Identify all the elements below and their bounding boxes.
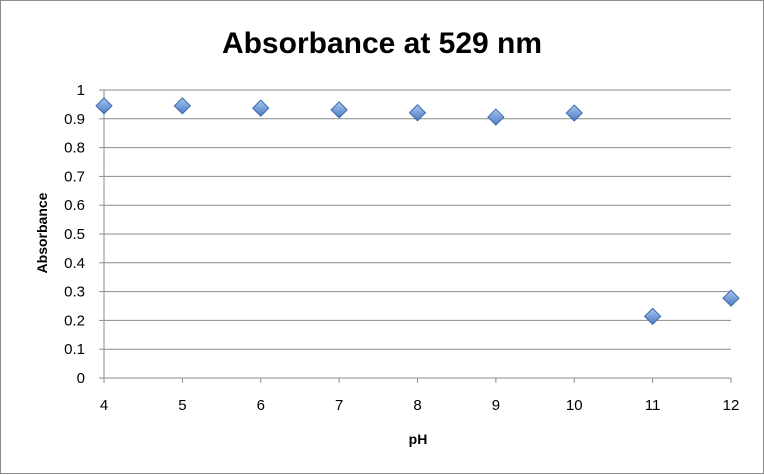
x-tick-label: 4 [100, 397, 108, 414]
x-tick-label: 5 [178, 397, 186, 414]
gridlines [104, 89, 731, 350]
y-tick-label: 0.2 [64, 312, 85, 329]
x-tick-label: 6 [257, 397, 265, 414]
data-point [722, 289, 740, 307]
x-tick-label: 10 [566, 397, 583, 414]
data-point [252, 99, 270, 117]
x-tick-label: 11 [645, 397, 661, 414]
axes [99, 89, 732, 383]
y-axis-title: Absorbance [34, 192, 50, 273]
data-point [330, 101, 348, 119]
y-tick-label: 0.1 [64, 341, 85, 358]
y-tick-label: 0.7 [64, 168, 85, 185]
y-tick-label: 0.4 [64, 255, 85, 272]
data-point [565, 104, 583, 122]
y-tick-label: 0.5 [64, 226, 85, 243]
y-tick-label: 1 [77, 82, 85, 99]
y-tick-labels: 0 0.1 0.2 0.3 0.4 0.5 0.6 0.7 0.8 0.9 1 [64, 82, 85, 387]
y-tick-label: 0.8 [64, 140, 85, 157]
x-tick-label: 9 [492, 397, 500, 414]
x-tick-label: 7 [335, 397, 343, 414]
y-tick-label: 0.6 [64, 197, 85, 214]
y-tick-label: 0.3 [64, 284, 85, 301]
y-tick-label: 0.9 [64, 111, 85, 128]
data-point [408, 104, 427, 122]
data-point [173, 97, 192, 115]
x-tick-labels: 4 5 6 7 8 9 10 11 12 [100, 397, 740, 414]
y-tick-label: 0 [77, 370, 85, 387]
data-point [487, 108, 505, 126]
x-tick-label: 12 [723, 397, 740, 414]
x-tick-label: 8 [413, 397, 421, 414]
chart-title: Absorbance at 529 nm [222, 27, 542, 60]
x-axis-title: pH [409, 431, 428, 447]
data-point [643, 307, 662, 326]
data-points [95, 97, 740, 326]
data-point [95, 97, 113, 115]
